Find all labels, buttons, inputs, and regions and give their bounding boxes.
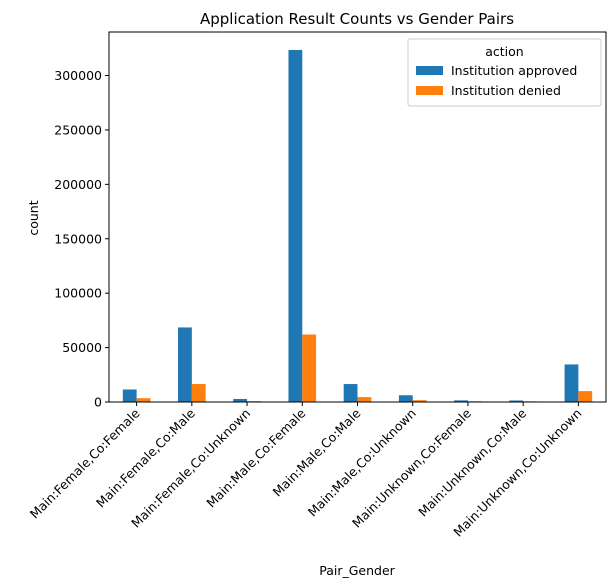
x-axis-title: Pair_Gender [319,563,395,578]
y-tick-label: 150000 [54,231,102,246]
y-tick-label: 200000 [54,177,102,192]
bar [564,364,579,402]
x-tick-label: Main:Unknown,Co:Male [415,405,529,519]
legend-box [407,38,602,107]
legend-label: Institution denied [451,83,561,98]
x-tick-label: Main:Male,Co:Female [203,405,308,510]
x-tick-label: Main:Female,Co:Male [93,405,198,510]
bar [454,400,468,402]
legend-swatch [416,66,443,75]
bar [357,397,372,402]
y-tick-label: 100000 [54,286,102,301]
bar [398,395,413,402]
y-tick-label: 250000 [54,122,102,137]
y-tick-label: 50000 [62,340,102,355]
y-tick-label: 0 [94,395,102,410]
bar [233,398,248,402]
legend: action Institution approved Institution de… [407,38,602,107]
chart-title: Application Result Counts vs Gender Pair… [200,10,514,28]
bar [178,327,192,402]
bar [302,334,317,402]
bar [288,49,303,403]
bar [122,389,137,402]
y-tick-label: 300000 [54,68,102,83]
bar [343,384,358,402]
legend-swatch [416,86,443,95]
plot-area: 0 50000 100000 150000 200000 250000 300000 Main… [27,31,607,540]
bar [136,398,151,402]
bar [191,384,206,402]
legend-label: Institution approved [451,63,577,78]
y-axis-title: count [26,200,41,235]
bar [578,391,593,402]
bar [509,400,524,402]
legend-title: action [485,44,523,59]
bar [412,400,427,402]
x-tick-label: Main:Male,Co:Unknown [305,406,419,520]
x-tick-label: Main:Female,Co:Female [27,405,143,521]
